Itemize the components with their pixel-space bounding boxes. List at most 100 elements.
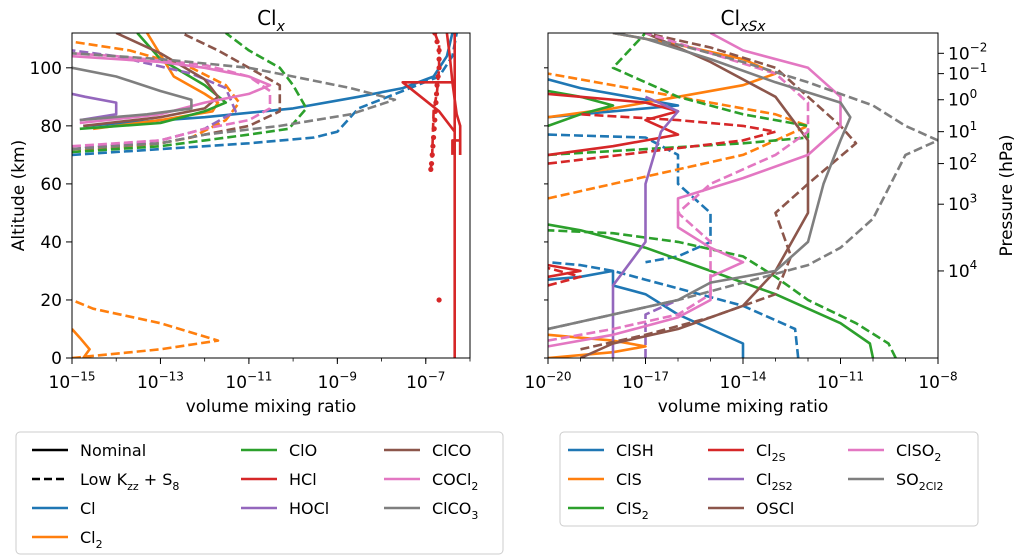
chart-title: ClxSx [721, 6, 767, 35]
data-point-hcl-marker [432, 117, 438, 123]
data-point-hcl-marker [434, 82, 440, 88]
series-line-cl2-solid [72, 328, 91, 358]
legend-label: ClSH [616, 441, 654, 460]
series-line-oscl-dashed [580, 33, 858, 351]
axes-frame [71, 32, 471, 359]
data-point-hcl-marker [431, 126, 437, 132]
legend-label: HCl [289, 470, 317, 489]
data-point-hcl-marker [433, 100, 439, 106]
data-point-hcl-marker [428, 160, 435, 167]
x-axis-label: volume mixing ratio [658, 397, 829, 417]
x-tick-label: 10−11 [225, 369, 272, 393]
data-point-hcl-marker [435, 73, 441, 80]
panel-left: 10−15 10−13 10−11 10−9 10−7 0 20 40 60 80 100 Altit… [9, 6, 471, 417]
data-point-hcl-marker [430, 143, 436, 149]
series-line-clco3-dashed [72, 52, 397, 151]
x-tick-label: 10−11 [817, 369, 864, 393]
x-tick-label: 10−15 [49, 369, 96, 393]
x-tick-label: 10−9 [318, 369, 357, 393]
axes-frame [547, 32, 939, 359]
legend-label: Cl [80, 499, 96, 518]
y-axis-label-altitude: Altitude (km) [9, 140, 29, 252]
y-tick-label: 80 [40, 117, 62, 137]
data-point-hcl-marker [433, 91, 440, 97]
y-tick-label: 60 [40, 175, 62, 195]
series-line-cl2s-solid [548, 263, 582, 279]
legend-label: OSCl [756, 499, 794, 518]
legend-label: ClO [289, 441, 317, 460]
data-point-hcl-marker [434, 39, 440, 45]
plot-area-left [72, 33, 462, 358]
legend-right: ClSH ClS ClS2 Cl2S Cl2S2 OSCl ClSO2 SO2Cl2 [559, 431, 979, 527]
legend-label: Cl2 [80, 528, 103, 551]
series-line-cl2-dashed [72, 298, 220, 358]
legend-frame [559, 431, 979, 527]
series-line-hcl-solid [445, 33, 462, 155]
series-line-cl2-solid [92, 33, 220, 131]
data-point-hcl-marker [436, 56, 442, 62]
data-point-hcl-marker [428, 166, 434, 172]
data-point-hcl-marker [430, 134, 437, 141]
legend-label: ClCO [432, 441, 471, 460]
series-line-clso2-dashed [548, 33, 810, 342]
data-point-hcl-marker [436, 297, 442, 303]
pressure-tick-label: 10−1 [948, 61, 987, 85]
series-line-clco-solid [83, 33, 220, 128]
legend-label: Cl2S [756, 441, 786, 464]
series-line-cl2s2-solid [611, 95, 680, 358]
data-point-hcl-marker [432, 108, 438, 114]
series-line-so2cl2-solid [548, 33, 852, 331]
y-tick-label: 40 [40, 233, 62, 253]
pressure-tick-label: 100 [948, 87, 977, 111]
data-point-hcl-marker [436, 65, 442, 71]
series-line-hcl-solid [451, 139, 462, 155]
pressure-tick-label: 10−2 [948, 41, 987, 65]
x-tick-label: 10−7 [406, 369, 445, 393]
y-tick-label: 100 [30, 59, 62, 79]
legend-label: ClCO3 [432, 499, 478, 522]
legend-label: ClS [616, 470, 642, 489]
data-point-hcl-marker [436, 47, 442, 54]
legend-frame [15, 431, 504, 555]
y-tick-label: 20 [40, 291, 62, 311]
pressure-tick-label: 104 [948, 258, 977, 282]
legend-label: COCl2 [432, 470, 478, 493]
series-line-clco-dashed [72, 33, 282, 151]
legend-label: ClSO2 [896, 441, 941, 464]
series-line-cl-solid [83, 33, 454, 128]
legend-label: Low Kzz + S8 [80, 470, 179, 493]
series-line-cl-dashed [72, 33, 458, 157]
series-line-cls2-dashed [548, 229, 897, 358]
series-line-clsh-dashed [548, 260, 800, 358]
pressure-tick-label: 101 [948, 119, 977, 143]
y-tick-label: 0 [51, 349, 62, 369]
data-point-hcl-marker [432, 33, 438, 36]
series-line-clco3-solid [72, 66, 193, 122]
series-line-hocl-solid [72, 92, 118, 122]
y-axis-label-pressure: Pressure (hPa) [997, 135, 1017, 257]
legend-label: HOCl [289, 499, 329, 518]
legend-label: SO2Cl2 [896, 470, 944, 493]
series-line-cl2s-solid [548, 92, 680, 157]
x-tick-label: 10−13 [137, 369, 184, 393]
legend-label: Cl2S2 [756, 470, 793, 493]
data-point-hcl-marker [429, 152, 435, 158]
legend-label: ClS2 [616, 499, 649, 522]
chart-title: Clx [257, 6, 286, 35]
legend-label: Nominal [80, 441, 146, 460]
plot-area-right [548, 33, 938, 358]
series-line-cocl2-dashed [72, 52, 272, 148]
x-tick-label: 10−17 [622, 369, 669, 393]
x-tick-label: 10−8 [918, 369, 957, 393]
series-line-clsh-solid [548, 269, 745, 358]
x-tick-label: 10−14 [720, 369, 767, 393]
legend-left: Nominal Low Kzz + S8 Cl Cl2 ClO HCl HOCl ClCO CO… [15, 431, 504, 555]
series-line-clsh-solid [548, 78, 680, 119]
series-line-so2cl2-dashed [548, 33, 938, 331]
pressure-tick-label: 103 [948, 192, 977, 216]
series-line-clo-dashed [72, 33, 308, 154]
series-line-cl2s-dashed [548, 113, 777, 165]
series-line-cls-dashed [548, 72, 810, 200]
